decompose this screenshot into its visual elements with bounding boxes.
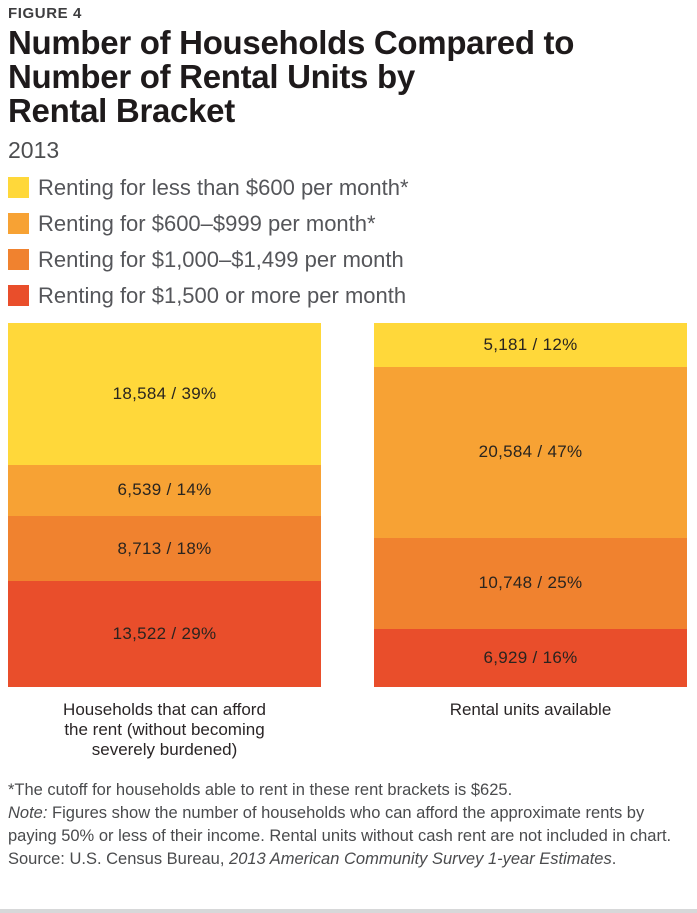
bar-segment: 6,929 / 16% — [374, 628, 687, 687]
note-label: Note: — [8, 804, 48, 822]
legend-item: Renting for $1,000–$1,499 per month — [8, 246, 689, 272]
legend-swatch-amber-icon — [8, 213, 29, 234]
legend-item: Renting for $1,500 or more per month — [8, 282, 689, 308]
footnote-text: *The cutoff for households able to rent … — [8, 781, 513, 799]
chart: 18,584 / 39% 6,539 / 14% 8,713 / 18% 13,522… — [8, 323, 689, 760]
bar-segment: 10,748 / 25% — [374, 537, 687, 629]
footnote-cutoff: *The cutoff for households able to rent … — [8, 779, 689, 802]
note-paragraph: Note: Figures show the number of househo… — [8, 802, 689, 848]
legend-item-label: Renting for $600–$999 per month* — [38, 210, 376, 236]
legend-item: Renting for $600–$999 per month* — [8, 210, 689, 236]
figure-title: Number of Households Compared to Number … — [8, 24, 575, 129]
figure-eyebrow: FIGURE 4 — [8, 5, 82, 22]
stacked-bar: 5,181 / 12% 20,584 / 47% 10,748 / 25% 6,929… — [374, 323, 687, 687]
bar-segment: 8,713 / 18% — [8, 515, 321, 582]
legend-swatch-red-icon — [8, 285, 29, 306]
bar-segment: 6,539 / 14% — [8, 464, 321, 516]
note-body: Figures show the number of households wh… — [8, 804, 672, 845]
bar-column: 5,181 / 12% 20,584 / 47% 10,748 / 25% 6,929… — [374, 323, 687, 760]
bar-column: 18,584 / 39% 6,539 / 14% 8,713 / 18% 13,522… — [8, 323, 321, 760]
source-label: Source: U.S. Census Bureau, — [8, 850, 230, 868]
figure-page: FIGURE 4 Number of Households Compared t… — [0, 5, 697, 871]
bar-segment: 18,584 / 39% — [8, 323, 321, 465]
source-line: Source: U.S. Census Bureau, 2013 America… — [8, 848, 689, 871]
stacked-bar: 18,584 / 39% 6,539 / 14% 8,713 / 18% 13,522… — [8, 323, 321, 687]
legend-item-label: Renting for $1,500 or more per month — [38, 282, 407, 308]
legend-item-label: Renting for $1,000–$1,499 per month — [38, 246, 404, 272]
notes: *The cutoff for households able to rent … — [8, 779, 689, 871]
legend-item: Renting for less than $600 per month* — [8, 174, 689, 200]
figure-subtitle: 2013 — [8, 137, 60, 163]
category-label: Households that can afford the rent (wit… — [63, 700, 266, 759]
legend: Renting for less than $600 per month* Ren… — [8, 174, 689, 308]
source-period: . — [611, 850, 617, 868]
legend-swatch-yellow-icon — [8, 177, 29, 198]
legend-item-label: Renting for less than $600 per month* — [38, 174, 409, 200]
category-label: Rental units available — [449, 700, 612, 719]
legend-swatch-orange-icon — [8, 249, 29, 270]
bottom-divider — [0, 909, 697, 913]
bar-segment: 13,522 / 29% — [8, 581, 321, 687]
bar-segment: 20,584 / 47% — [374, 366, 687, 538]
source-publication: 2013 American Community Survey 1-year Es… — [229, 850, 612, 868]
bar-segment: 5,181 / 12% — [374, 323, 687, 367]
